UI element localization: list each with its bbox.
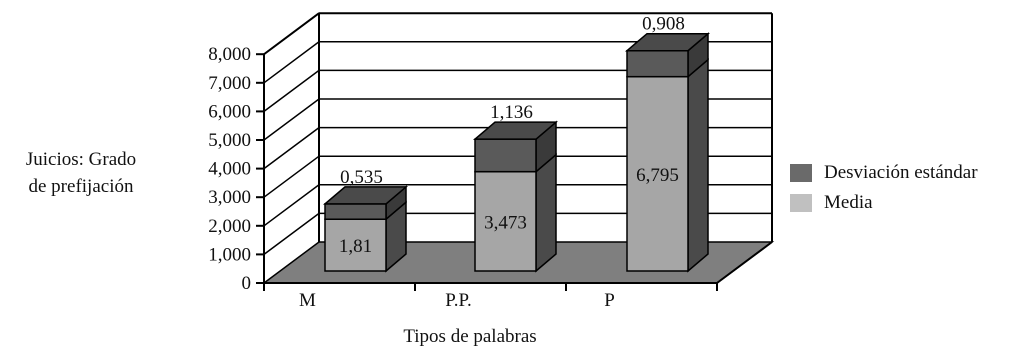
legend-item-media: Media xyxy=(790,190,978,216)
y-axis-label-line-1: Juicios: Grado xyxy=(25,149,137,170)
y-tick-label: 2,000 xyxy=(208,216,251,237)
gridline xyxy=(263,184,772,227)
legend-swatch-desviacion xyxy=(790,164,812,182)
y-tick-label: 3,000 xyxy=(208,187,251,208)
y-tick-label: 7,000 xyxy=(208,73,251,94)
x-axis-label: Tipos de palabras xyxy=(403,326,537,347)
data-label-desviacion: 0,535 xyxy=(340,167,383,188)
data-label-media: 1,81 xyxy=(339,236,372,257)
y-axis-label: Juicios: Grado de prefijación xyxy=(6,146,156,200)
x-tick-label: P xyxy=(604,290,615,311)
gridline xyxy=(263,12,772,55)
y-tick-label: 6,000 xyxy=(208,101,251,122)
y-tick-label: 8,000 xyxy=(208,44,251,65)
gridline xyxy=(263,98,772,141)
data-label-media: 6,795 xyxy=(636,165,679,186)
data-label-desviacion: 1,136 xyxy=(490,102,533,123)
gridline xyxy=(263,69,772,113)
y-tick-label: 0 xyxy=(242,273,252,294)
legend-label-media: Media xyxy=(824,192,873,213)
data-label-media: 3,473 xyxy=(484,212,527,233)
bar-desviacion xyxy=(626,49,689,78)
bar-top xyxy=(624,32,711,52)
gridline xyxy=(263,41,772,84)
legend-item-desviacion: Desviación estándar xyxy=(790,160,978,186)
gridline xyxy=(263,155,772,198)
bar-media-side xyxy=(535,153,557,273)
bar-media xyxy=(324,218,387,272)
y-tick-label: 1,000 xyxy=(208,244,251,265)
legend-label-desviacion: Desviación estándar xyxy=(824,162,978,183)
bar-desviacion xyxy=(324,203,387,220)
x-tick-label: M xyxy=(299,290,316,311)
x-tick-label: P.P. xyxy=(445,290,471,311)
bar-media-side xyxy=(687,58,709,273)
data-label-desviacion: 0,908 xyxy=(642,14,685,35)
y-tick-label: 5,000 xyxy=(208,130,251,151)
legend: Desviación estándar Media xyxy=(790,160,978,220)
gridline xyxy=(263,126,772,170)
y-axis-label-line-2: de prefijación xyxy=(28,176,134,197)
y-tick-label: 4,000 xyxy=(208,159,251,180)
floor-right-edge xyxy=(716,241,773,284)
legend-swatch-media xyxy=(790,194,812,212)
bar-desviacion xyxy=(474,138,537,173)
bar-top xyxy=(322,186,409,205)
gridline xyxy=(263,212,772,256)
bar-top xyxy=(472,121,559,140)
